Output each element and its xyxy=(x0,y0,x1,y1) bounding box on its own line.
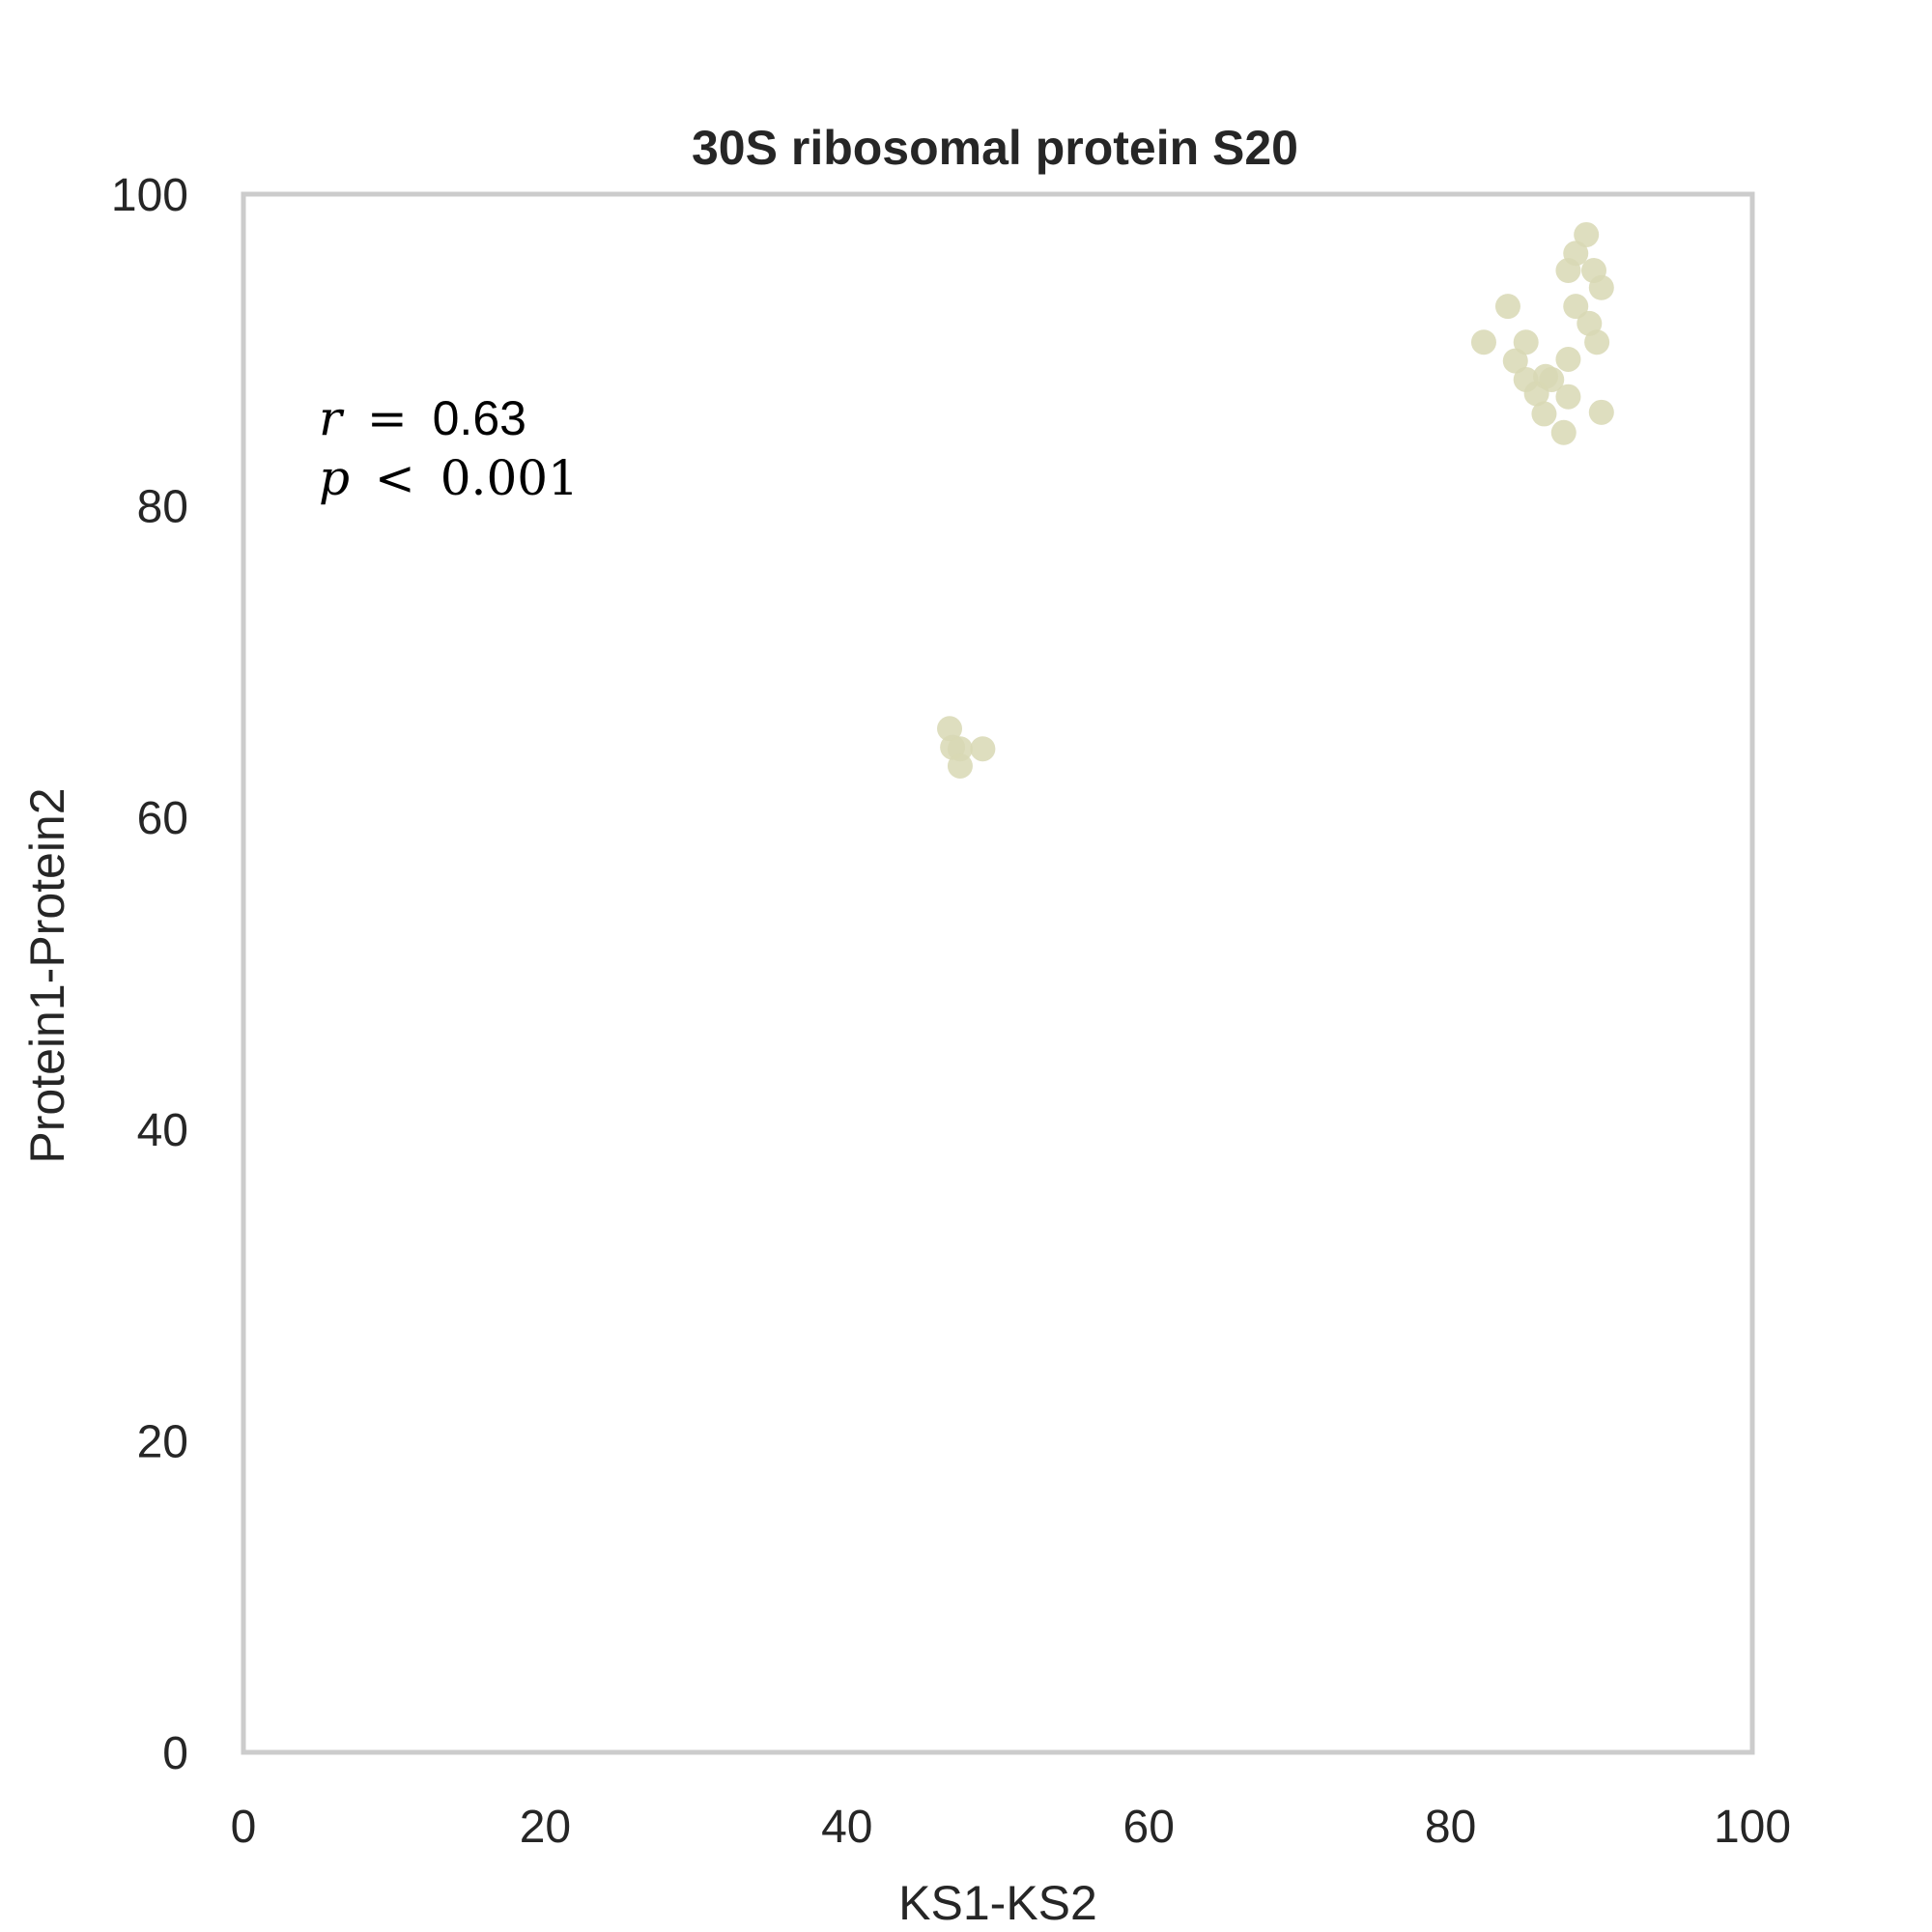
r-value: 0.63 xyxy=(433,391,526,445)
y-axis-ticks: 0 20 40 60 80 100 xyxy=(111,170,188,1779)
p-less: < xyxy=(375,450,415,506)
data-point xyxy=(1588,399,1614,425)
p-value: 0.001 xyxy=(440,450,579,506)
svg-text:p < 0.001: p < 0.001 xyxy=(319,450,579,506)
data-point xyxy=(970,736,996,762)
data-point xyxy=(937,716,963,742)
data-point xyxy=(1502,348,1528,374)
y-tick-label: 20 xyxy=(137,1416,188,1467)
x-tick-label: 0 xyxy=(231,1802,257,1853)
plot-frame xyxy=(241,191,1755,1755)
y-tick-label: 40 xyxy=(137,1105,188,1156)
svg-text:r = 0.63: r = 0.63 xyxy=(319,390,526,446)
y-tick-label: 100 xyxy=(111,170,188,221)
data-point xyxy=(1574,221,1600,247)
data-point xyxy=(1588,274,1614,300)
data-point xyxy=(1531,401,1557,427)
x-tick-label: 20 xyxy=(520,1802,571,1853)
x-tick-label: 100 xyxy=(1714,1802,1791,1853)
y-tick-label: 80 xyxy=(137,482,188,533)
x-axis-label: KS1-KS2 xyxy=(898,1876,1097,1930)
x-tick-label: 40 xyxy=(821,1802,872,1853)
data-point xyxy=(1584,329,1610,355)
y-tick-label: 0 xyxy=(162,1728,188,1779)
data-point xyxy=(1539,366,1565,392)
x-tick-label: 80 xyxy=(1425,1802,1476,1853)
correlation-annotation: r = 0.63 p < 0.001 xyxy=(319,390,579,506)
r-equals: = xyxy=(367,390,408,446)
x-axis-ticks: 0 20 40 60 80 100 xyxy=(231,1802,1791,1853)
x-tick-label: 60 xyxy=(1123,1802,1175,1853)
data-point xyxy=(1494,294,1520,320)
data-point xyxy=(1555,384,1581,410)
data-point xyxy=(1550,419,1577,445)
y-axis-label: Protein1-Protein2 xyxy=(20,787,74,1163)
data-point xyxy=(1563,294,1589,320)
data-point xyxy=(1563,241,1589,267)
chart-title: 30S ribosomal protein S20 xyxy=(692,121,1298,175)
y-tick-label: 60 xyxy=(137,793,188,844)
data-point xyxy=(1470,329,1496,355)
data-point xyxy=(1513,329,1539,355)
data-point xyxy=(947,753,973,779)
points-layer xyxy=(937,221,1614,779)
data-point xyxy=(1555,346,1581,372)
p-symbol: p xyxy=(319,450,350,506)
r-symbol: r xyxy=(319,390,345,446)
